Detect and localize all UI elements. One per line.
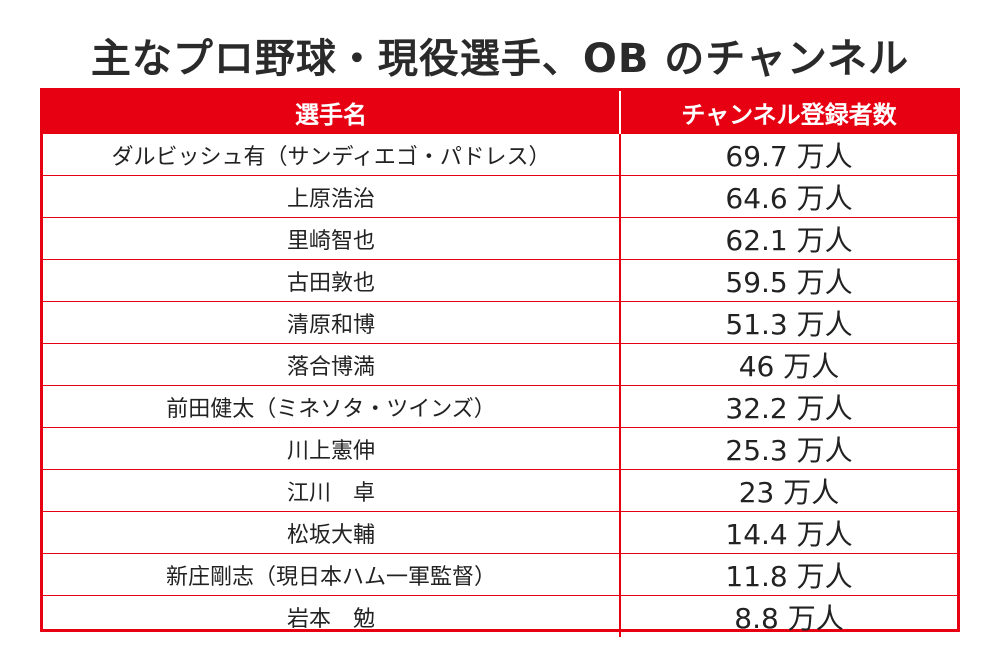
player-name: 岩本 勉 — [43, 595, 621, 637]
table-row: ダルビッシュ有（サンディエゴ・パドレス） 69.7 万人 — [43, 133, 957, 176]
subscriber-count: 64.6 万人 — [620, 175, 957, 218]
subscriber-count: 32.2 万人 — [620, 385, 957, 428]
player-name: 川上憲伸 — [43, 427, 621, 470]
table-row: 川上憲伸 25.3 万人 — [43, 427, 957, 470]
subscriber-count: 46 万人 — [620, 343, 957, 386]
table-header-row: 選手名 チャンネル登録者数 — [43, 91, 957, 134]
table-row: 落合博満 46 万人 — [43, 343, 957, 386]
player-name: ダルビッシュ有（サンディエゴ・パドレス） — [43, 133, 621, 176]
player-name: 前田健太（ミネソタ・ツインズ） — [43, 385, 621, 428]
player-name: 松坂大輔 — [43, 511, 621, 554]
subscriber-count: 8.8 万人 — [620, 595, 957, 637]
subscriber-count: 14.4 万人 — [620, 511, 957, 554]
table-row: 岩本 勉 8.8 万人 — [43, 595, 957, 637]
subscriber-count: 11.8 万人 — [620, 553, 957, 596]
player-name: 新庄剛志（現日本ハム一軍監督） — [43, 553, 621, 596]
player-name: 落合博満 — [43, 343, 621, 386]
player-name: 古田敦也 — [43, 259, 621, 302]
player-name: 上原浩治 — [43, 175, 621, 218]
subscriber-count: 25.3 万人 — [620, 427, 957, 470]
table-row: 里崎智也 62.1 万人 — [43, 217, 957, 260]
table-row: 新庄剛志（現日本ハム一軍監督） 11.8 万人 — [43, 553, 957, 596]
table-row: 江川 卓 23 万人 — [43, 469, 957, 512]
header-subscriber-count: チャンネル登録者数 — [620, 91, 957, 134]
subscriber-count: 23 万人 — [620, 469, 957, 512]
page-title: 主なプロ野球・現役選手、OB のチャンネル — [90, 36, 910, 82]
table-row: 前田健太（ミネソタ・ツインズ） 32.2 万人 — [43, 385, 957, 428]
subscriber-count: 51.3 万人 — [620, 301, 957, 344]
table-row: 清原和博 51.3 万人 — [43, 301, 957, 344]
subscriber-count: 69.7 万人 — [620, 133, 957, 176]
header-player-name: 選手名 — [43, 91, 621, 134]
player-name: 里崎智也 — [43, 217, 621, 260]
table-row: 古田敦也 59.5 万人 — [43, 259, 957, 302]
player-name: 清原和博 — [43, 301, 621, 344]
subscriber-count: 62.1 万人 — [620, 217, 957, 260]
subscriber-count: 59.5 万人 — [620, 259, 957, 302]
table-row: 上原浩治 64.6 万人 — [43, 175, 957, 218]
player-name: 江川 卓 — [43, 469, 621, 512]
channel-table: 選手名 チャンネル登録者数 ダルビッシュ有（サンディエゴ・パドレス） 69.7 … — [40, 88, 960, 637]
table-row: 松坂大輔 14.4 万人 — [43, 511, 957, 554]
